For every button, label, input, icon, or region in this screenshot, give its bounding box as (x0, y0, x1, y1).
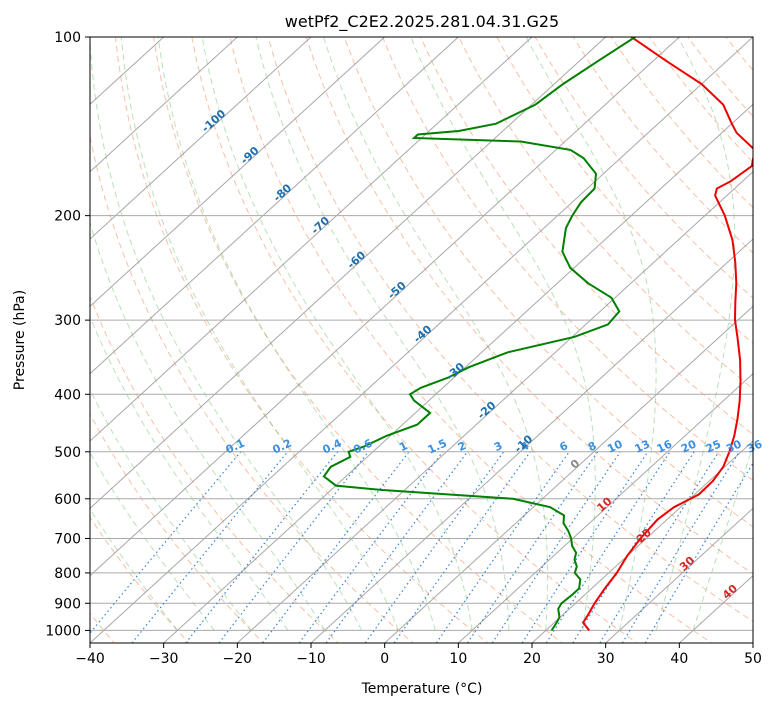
y-tick-label: 800 (54, 566, 81, 582)
moist-adiabat (90, 508, 178, 631)
chart-title: wetPf2_C2E2.2025.281.04.31.G25 (285, 12, 559, 32)
isotherm-line (531, 440, 753, 643)
mixing-ratio-line (572, 451, 695, 643)
dry-adiabat (420, 37, 753, 435)
mixing-ratio-line (185, 451, 339, 643)
mixing-ratio-line (545, 451, 671, 643)
isotherm-line (90, 37, 753, 643)
dry-adiabat (496, 37, 753, 344)
y-axis-label: Pressure (hPa) (12, 290, 28, 390)
y-tick-label: 100 (54, 30, 81, 46)
mixing-ratio-line (466, 451, 599, 643)
isotherm-line (162, 103, 753, 643)
x-tick-label: −10 (296, 651, 326, 667)
dry-adiabat (267, 37, 753, 623)
moist-adiabat (323, 37, 548, 631)
moist-adiabat (655, 37, 736, 631)
isotherm-line (90, 37, 460, 375)
isotherm-line (457, 372, 753, 643)
moist-adiabat (90, 37, 363, 631)
y-tick-label: 400 (54, 387, 81, 403)
x-tick-label: 30 (597, 651, 615, 667)
mixing-ratio-line (262, 451, 410, 643)
moist-adiabat (692, 444, 753, 631)
isotherm-line (90, 37, 312, 240)
moist-adiabat (157, 37, 436, 631)
dewpoint-line (322, 37, 636, 631)
moist-adiabat (90, 451, 215, 631)
profile-lines (322, 37, 753, 632)
moist-adiabat (90, 388, 252, 631)
x-tick-label: 10 (449, 651, 467, 667)
mixing-ratio-line (599, 451, 720, 643)
temperature-line (581, 37, 753, 632)
isotherm-line (383, 305, 753, 643)
y-tick-label: 200 (54, 209, 81, 225)
y-tick-label: 700 (54, 532, 81, 548)
y-tick-label: 600 (54, 492, 81, 508)
x-tick-label: 40 (670, 651, 688, 667)
plot-frame (89, 36, 754, 644)
mixing-ratio-line (644, 462, 753, 643)
x-tick-label: −20 (223, 651, 253, 667)
x-tick-label: 0 (380, 651, 389, 667)
mixing-ratio-line (435, 451, 570, 643)
dry-adiabat (458, 37, 753, 390)
isotherm-line (236, 170, 753, 643)
moist-adiabat (120, 37, 399, 631)
mixing-ratio-line (298, 451, 444, 643)
dry-adiabat (305, 37, 753, 575)
isotherm-line (310, 238, 753, 643)
mixing-ratio-label: 16 (655, 437, 675, 455)
isotherm-line (90, 37, 533, 442)
axis-ticks: −40 −30 −20 −10 0 10 20 30 40 50 100 200 300 400 500 60… (45, 30, 762, 667)
y-tick-label: 500 (54, 445, 81, 461)
mixing-ratio-line (393, 451, 531, 643)
isotherm-line (604, 507, 753, 643)
mixing-ratio-label: 25 (704, 437, 723, 455)
mixing-ratio-label: 20 (679, 437, 699, 455)
moist-adiabat (525, 37, 657, 631)
mixing-ratio-label: 10 (605, 437, 625, 455)
isotherm-line (90, 37, 239, 173)
x-tick-label: −30 (149, 651, 179, 667)
dry-adiabat (90, 413, 265, 643)
dry-adiabat (153, 37, 564, 643)
moist-adiabat (90, 315, 289, 631)
moist-adiabat (255, 37, 510, 631)
y-tick-label: 1000 (45, 623, 81, 639)
moist-adiabat (410, 37, 596, 631)
y-tick-label: 900 (54, 596, 81, 612)
mixing-ratio-label: 36 (745, 437, 765, 455)
mixing-ratio-line (131, 451, 289, 643)
mixing-ratio-line (621, 451, 740, 643)
x-tick-label: 20 (523, 651, 541, 667)
mixing-ratio-line (521, 451, 649, 643)
isotherm-line (90, 37, 607, 510)
moist-adiabat (90, 220, 326, 631)
mixing-ratio-line (491, 451, 621, 643)
isotherm-line (90, 37, 681, 577)
mixing-ratio-label: 30 (724, 437, 744, 455)
dry-adiabat (382, 37, 753, 481)
x-tick-label: 50 (744, 651, 762, 667)
isotherm-line (90, 37, 386, 308)
y-tick-label: 300 (54, 313, 81, 329)
x-tick-label: −40 (75, 651, 105, 667)
mixing-ratio-label: 13 (633, 437, 652, 455)
x-axis-label: Temperature (°C) (361, 681, 483, 697)
